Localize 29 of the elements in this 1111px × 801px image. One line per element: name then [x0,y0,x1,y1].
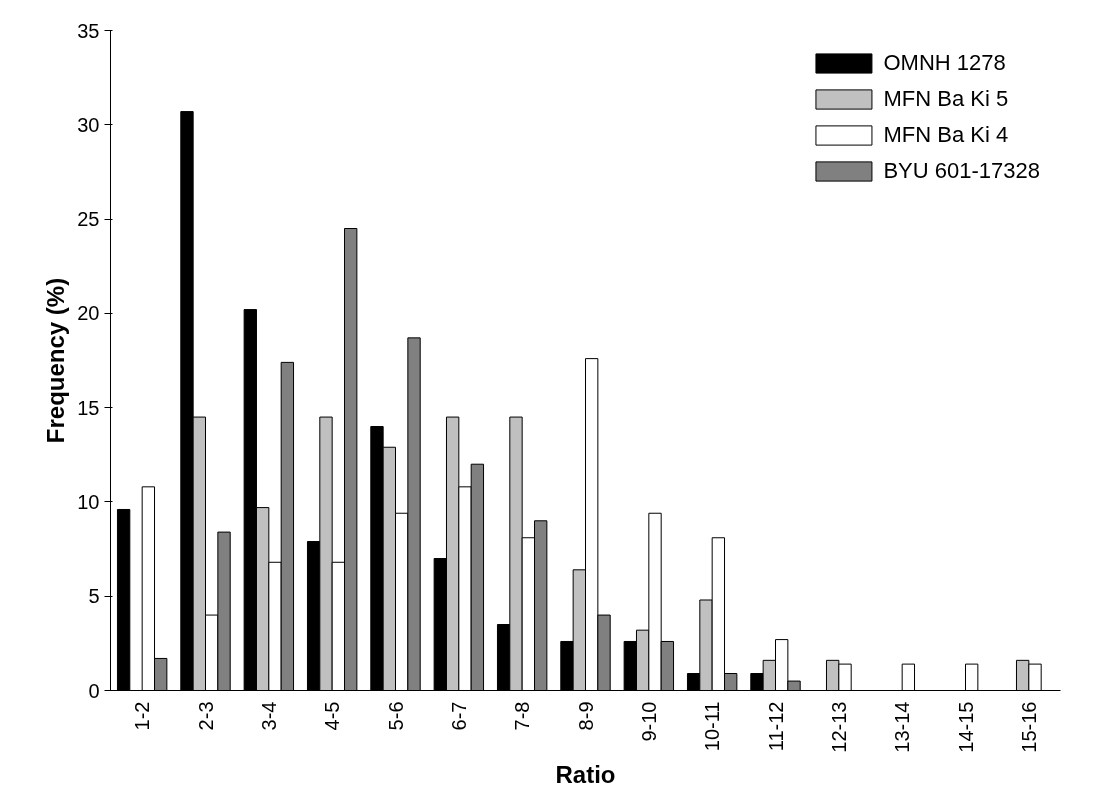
legend-label: BYU 601-17328 [883,158,1040,184]
x-tick-label: 7-8 [511,701,534,731]
x-tick-label: 5-6 [384,701,407,731]
x-tick-label: 11-12 [764,701,787,752]
y-tick-label: 25 [77,208,100,231]
x-tick-label: 15-16 [1017,701,1040,753]
legend-label: OMNH 1278 [883,50,1006,76]
x-axis-title: Ratio [555,760,616,788]
y-tick-label: 5 [88,585,100,608]
y-tick-label: 20 [77,302,100,325]
y-tick-label: 0 [88,679,100,702]
x-tick-label: 6-7 [447,701,470,731]
y-axis-title: Frequency (%) [42,277,70,444]
legend-label: MFN Ba Ki 4 [883,122,1009,148]
x-tick-label: 14-15 [954,701,977,753]
x-tick-label: 13-14 [891,701,914,753]
x-tick-label: 9-10 [637,701,660,742]
y-tick-label: 15 [77,396,100,419]
legend-label: MFN Ba Ki 5 [883,86,1009,112]
x-tick-label: 2-3 [194,701,217,731]
x-tick-label: 8-9 [574,701,597,731]
x-tick-label: 1-2 [131,701,154,731]
y-tick-label: 10 [77,490,100,513]
y-tick-label: 30 [77,113,100,136]
x-tick-label: 10-11 [701,701,724,752]
x-tick-label: 4-5 [321,701,344,731]
x-tick-label: 3-4 [257,701,280,731]
y-tick-label: 35 [77,19,100,42]
x-tick-label: 12-13 [827,701,850,753]
